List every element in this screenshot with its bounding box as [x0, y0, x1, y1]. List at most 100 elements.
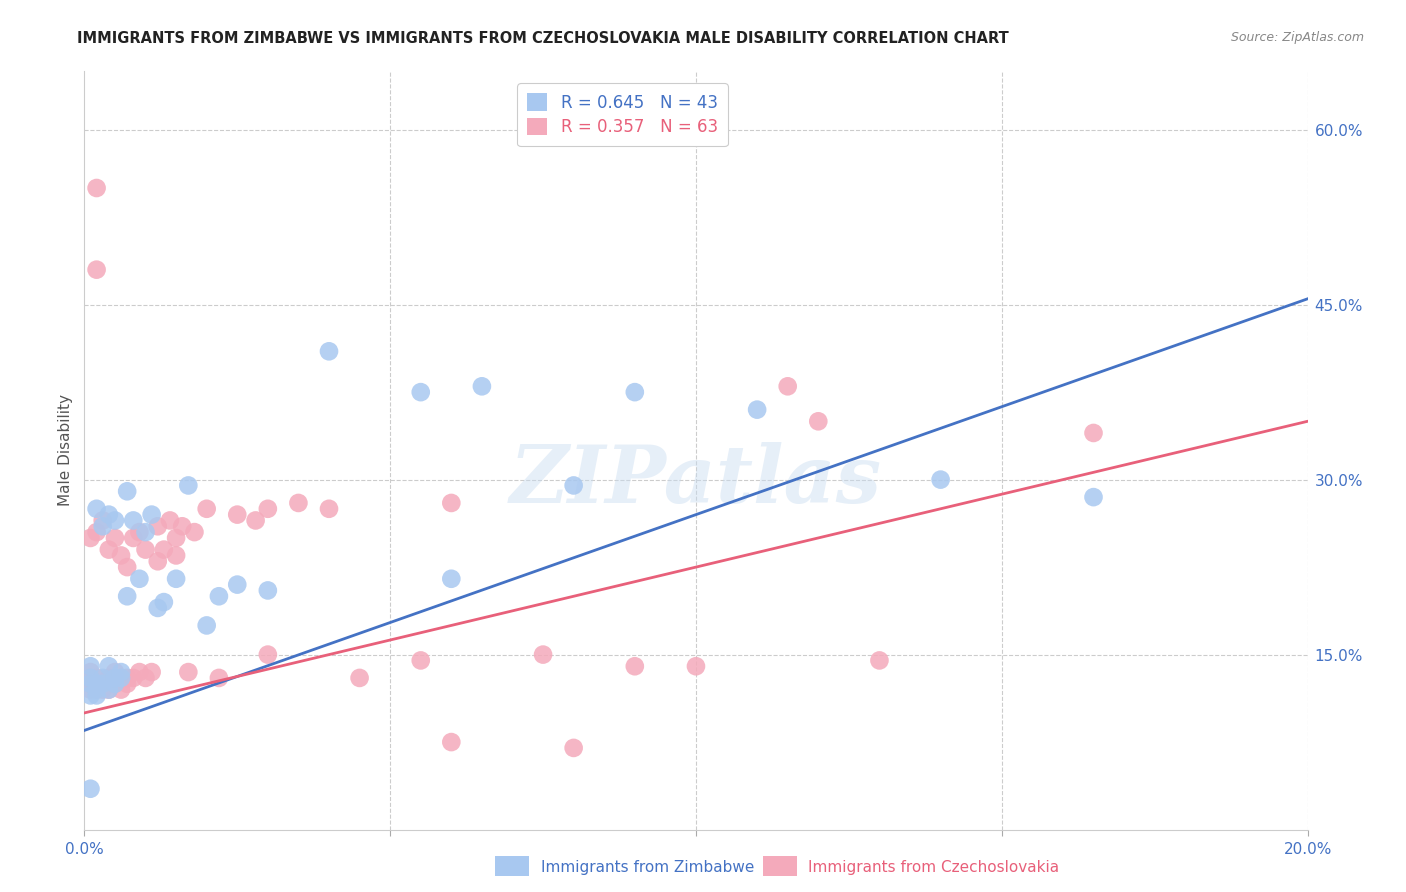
Point [1083, 425, 1105, 440]
Point [79, 682, 101, 697]
Point [104, 531, 127, 545]
Point [97, 682, 120, 697]
Point [1083, 490, 1105, 504]
Point [869, 653, 891, 667]
Point [115, 677, 138, 691]
Point [79, 665, 101, 679]
Point [97, 671, 120, 685]
Point [97, 659, 120, 673]
Point [165, 549, 187, 563]
Point [86, 181, 108, 195]
Point [165, 531, 187, 545]
Point [440, 496, 463, 510]
Point [86, 677, 108, 691]
Point [104, 513, 127, 527]
Point [195, 501, 218, 516]
Point [172, 519, 194, 533]
Point [141, 665, 163, 679]
Point [122, 671, 145, 685]
Point [86, 689, 108, 703]
Point [104, 671, 127, 685]
Point [86, 677, 108, 691]
Point [685, 659, 707, 673]
Point [177, 478, 200, 492]
Point [97, 542, 120, 557]
Point [128, 572, 150, 586]
Point [104, 677, 127, 691]
Point [115, 671, 138, 685]
Point [128, 665, 150, 679]
Point [110, 671, 132, 685]
Point [624, 659, 647, 673]
Point [409, 385, 432, 400]
Point [208, 671, 231, 685]
Point [104, 665, 127, 679]
Point [91, 677, 114, 691]
Point [165, 572, 187, 586]
Point [86, 262, 108, 277]
Point [135, 542, 157, 557]
Point [146, 519, 169, 533]
Point [146, 554, 169, 568]
Point [79, 671, 101, 685]
Point [471, 379, 494, 393]
Point [115, 589, 138, 603]
Point [226, 508, 249, 522]
Point [110, 549, 132, 563]
Point [195, 618, 218, 632]
Point [287, 496, 309, 510]
Point [531, 648, 554, 662]
Point [183, 525, 205, 540]
Point [245, 513, 267, 527]
Point [79, 531, 101, 545]
Point [135, 525, 157, 540]
Point [91, 677, 114, 691]
Point [440, 572, 463, 586]
Point [110, 671, 132, 685]
Point [624, 385, 647, 400]
Point [122, 531, 145, 545]
Point [79, 677, 101, 691]
Point [110, 682, 132, 697]
Point [159, 513, 181, 527]
Point [110, 665, 132, 679]
Point [141, 508, 163, 522]
Point [257, 648, 280, 662]
Point [91, 682, 114, 697]
Point [86, 525, 108, 540]
Text: IMMIGRANTS FROM ZIMBABWE VS IMMIGRANTS FROM CZECHOSLOVAKIA MALE DISABILITY CORRE: IMMIGRANTS FROM ZIMBABWE VS IMMIGRANTS F… [77, 31, 1010, 46]
Point [115, 484, 138, 499]
Point [104, 677, 127, 691]
Point [97, 508, 120, 522]
Point [97, 682, 120, 697]
Point [79, 671, 101, 685]
Point [91, 519, 114, 533]
Point [135, 671, 157, 685]
Legend: R = 0.645   N = 43, R = 0.357   N = 63: R = 0.645 N = 43, R = 0.357 N = 63 [517, 84, 728, 146]
Point [318, 501, 340, 516]
Point [86, 682, 108, 697]
Point [153, 542, 176, 557]
Point [747, 402, 769, 417]
Point [440, 735, 463, 749]
Point [115, 560, 138, 574]
Point [208, 589, 231, 603]
Point [86, 682, 108, 697]
Point [807, 414, 830, 428]
Point [122, 513, 145, 527]
Point [79, 659, 101, 673]
Point [146, 601, 169, 615]
Point [257, 501, 280, 516]
Text: Source: ZipAtlas.com: Source: ZipAtlas.com [1230, 31, 1364, 45]
Point [91, 671, 114, 685]
Point [409, 653, 432, 667]
Point [86, 501, 108, 516]
Point [257, 583, 280, 598]
Point [318, 344, 340, 359]
Point [104, 671, 127, 685]
Point [562, 740, 585, 755]
Y-axis label: Male Disability: Male Disability [58, 394, 73, 507]
Point [79, 677, 101, 691]
Point [91, 513, 114, 527]
Text: ZIPatlas: ZIPatlas [510, 442, 882, 519]
